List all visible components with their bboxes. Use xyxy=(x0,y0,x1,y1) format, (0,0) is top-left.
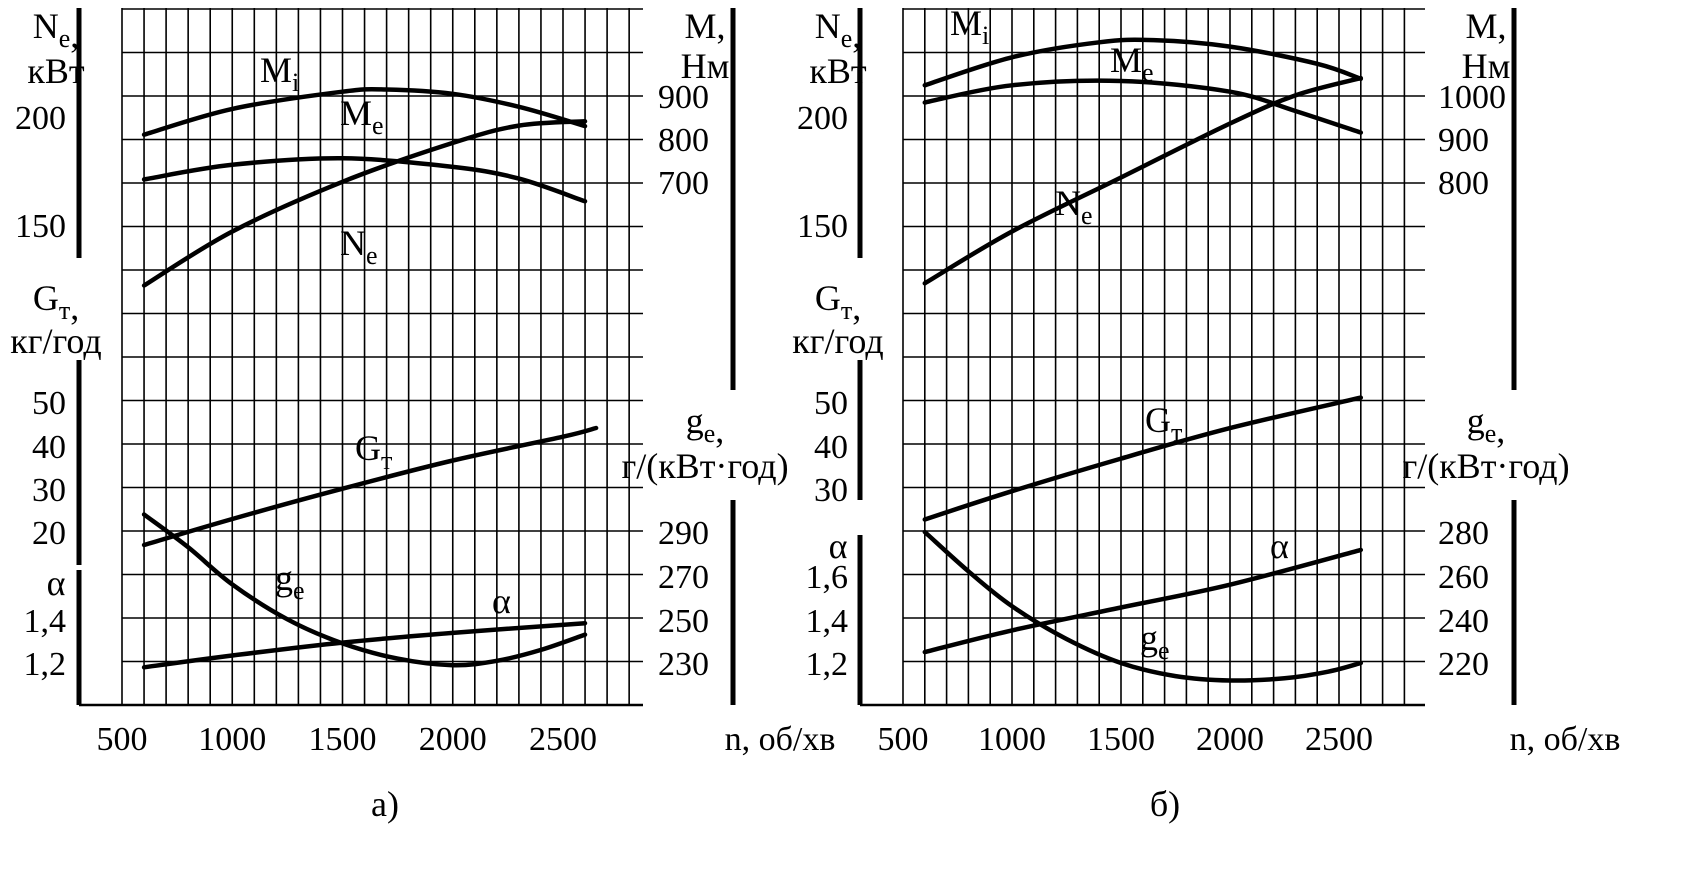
left-axis-title-ne: Ne, xyxy=(815,6,862,55)
right-tick-ge: 270 xyxy=(658,559,709,596)
series-label-mi: Mi xyxy=(950,3,989,50)
series-label-ne: Ne xyxy=(1055,183,1093,230)
left-tick-ne: 150 xyxy=(15,208,66,245)
left-tick-alpha: 1,4 xyxy=(24,603,67,640)
right-tick-ge: 260 xyxy=(1438,559,1489,596)
x-tick-label: 2500 xyxy=(529,721,597,758)
right-axis-title-ge: ge, xyxy=(1467,401,1506,450)
right-tick-ge: 240 xyxy=(1438,603,1489,640)
x-tick-label: 500 xyxy=(97,721,148,758)
left-tick-gt: 50 xyxy=(32,385,66,422)
series-label--: α xyxy=(492,581,511,621)
grid-b xyxy=(860,8,1425,707)
x-axis-label: n, об/хв xyxy=(725,721,836,758)
right-axis-title-m: M, xyxy=(684,6,725,46)
series-label--: α xyxy=(1270,526,1289,566)
series-line-me xyxy=(922,78,1364,135)
series-line-gт xyxy=(141,425,599,548)
left-tick-alpha: 1,2 xyxy=(24,646,67,683)
left-tick-ne: 150 xyxy=(797,208,848,245)
chart-panel-a: 200 150 Ne,кВт 50 40 30 20 Gт,кг/год 1,4 1,2 α 900 8… xyxy=(10,6,835,824)
right-tick-m: 900 xyxy=(658,79,709,116)
chart-panel-b: 200 150 Ne,кВт 50 40 30 Gт,кг/год 1,6 1,4 1,2 α 100… xyxy=(792,3,1620,824)
left-tick-alpha: 1,4 xyxy=(806,603,849,640)
panel-caption: а) xyxy=(371,784,399,824)
series-line-mi xyxy=(922,37,1364,88)
left-tick-ne: 200 xyxy=(797,100,848,137)
series-label-ge: ge xyxy=(1140,618,1170,665)
right-tick-m: 800 xyxy=(658,122,709,159)
right-tick-m: 900 xyxy=(1438,122,1489,159)
x-tick-label: 2000 xyxy=(1196,721,1264,758)
x-tick-label: 2500 xyxy=(1305,721,1373,758)
series-line-me xyxy=(141,156,588,204)
series-line-ne xyxy=(141,119,588,288)
x-tick-label: 1000 xyxy=(198,721,266,758)
left-tick-alpha: 1,2 xyxy=(806,646,849,683)
right-axis-title-m: Нм xyxy=(1462,46,1511,86)
x-tick-label: 2000 xyxy=(419,721,487,758)
grid-a xyxy=(79,8,643,707)
series-line-- xyxy=(922,547,1364,655)
left-tick-gt: 30 xyxy=(814,472,848,509)
right-axis-title-ge: г/(кВт·год) xyxy=(1402,446,1569,486)
left-axis-title-gt: кг/год xyxy=(10,321,101,361)
series-label-gт: Gт xyxy=(355,428,392,475)
left-tick-alpha: 1,6 xyxy=(806,559,849,596)
series-line-- xyxy=(141,620,588,670)
panel-caption: б) xyxy=(1150,784,1180,824)
series-label-ne: Ne xyxy=(340,223,378,270)
left-tick-gt: 40 xyxy=(814,429,848,466)
left-axis-title-ne: кВт xyxy=(809,51,867,91)
series-label-ge: ge xyxy=(275,558,305,605)
right-axis-title-m: M, xyxy=(1465,6,1506,46)
left-axis-title-alpha: α xyxy=(47,563,66,603)
x-tick-label: 1500 xyxy=(309,721,377,758)
series-line-mi xyxy=(141,86,588,137)
x-tick-label: 1500 xyxy=(1087,721,1155,758)
left-tick-gt: 50 xyxy=(814,385,848,422)
series-line-ne xyxy=(922,75,1364,286)
left-axis-title-ne: кВт xyxy=(27,51,85,91)
right-axis-title-ge: ge, xyxy=(686,401,725,450)
left-axis-title-gt: Gт, xyxy=(815,278,861,327)
right-axis-title-ge: г/(кВт·год) xyxy=(621,446,788,486)
right-tick-m: 700 xyxy=(658,165,709,202)
right-tick-ge: 220 xyxy=(1438,646,1489,683)
series-line-ge xyxy=(141,512,588,668)
left-tick-gt: 30 xyxy=(32,472,66,509)
left-tick-gt: 40 xyxy=(32,429,66,466)
right-tick-m: 1000 xyxy=(1438,79,1506,116)
left-axis-title-gt: Gт, xyxy=(33,278,79,327)
series-line-ge xyxy=(922,529,1364,683)
right-tick-ge: 280 xyxy=(1438,515,1489,552)
x-tick-label: 500 xyxy=(878,721,929,758)
right-tick-ge: 230 xyxy=(658,646,709,683)
right-tick-ge: 290 xyxy=(658,515,709,552)
right-axis-title-m: Нм xyxy=(681,46,730,86)
x-tick-label: 1000 xyxy=(978,721,1046,758)
series-label-me: Me xyxy=(340,93,384,140)
left-tick-ne: 200 xyxy=(15,100,66,137)
right-tick-m: 800 xyxy=(1438,165,1489,202)
series-label-me: Me xyxy=(1110,40,1154,87)
right-tick-ge: 250 xyxy=(658,603,709,640)
series-label-mi: Mi xyxy=(260,50,299,97)
left-axis-title-alpha: α xyxy=(829,526,848,566)
left-axis-title-gt: кг/год xyxy=(792,321,883,361)
series-label-gт: Gт xyxy=(1145,400,1182,447)
x-axis-label: n, об/хв xyxy=(1510,721,1621,758)
left-tick-gt: 20 xyxy=(32,515,66,552)
series-line-gт xyxy=(922,395,1364,522)
left-axis-title-ne: Ne, xyxy=(33,6,80,55)
